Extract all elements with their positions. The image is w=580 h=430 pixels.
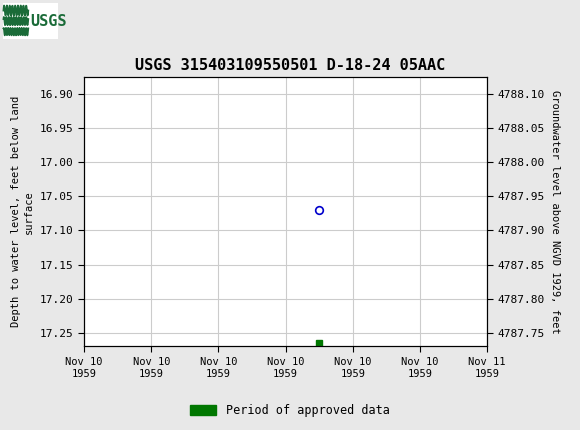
Text: USGS: USGS (30, 14, 67, 28)
Y-axis label: Depth to water level, feet below land
surface: Depth to water level, feet below land su… (11, 96, 34, 327)
Y-axis label: Groundwater level above NGVD 1929, feet: Groundwater level above NGVD 1929, feet (550, 90, 560, 334)
FancyBboxPatch shape (3, 3, 58, 39)
Text: USGS 315403109550501 D-18-24 05AAC: USGS 315403109550501 D-18-24 05AAC (135, 58, 445, 73)
Legend: Period of approved data: Period of approved data (186, 399, 394, 422)
